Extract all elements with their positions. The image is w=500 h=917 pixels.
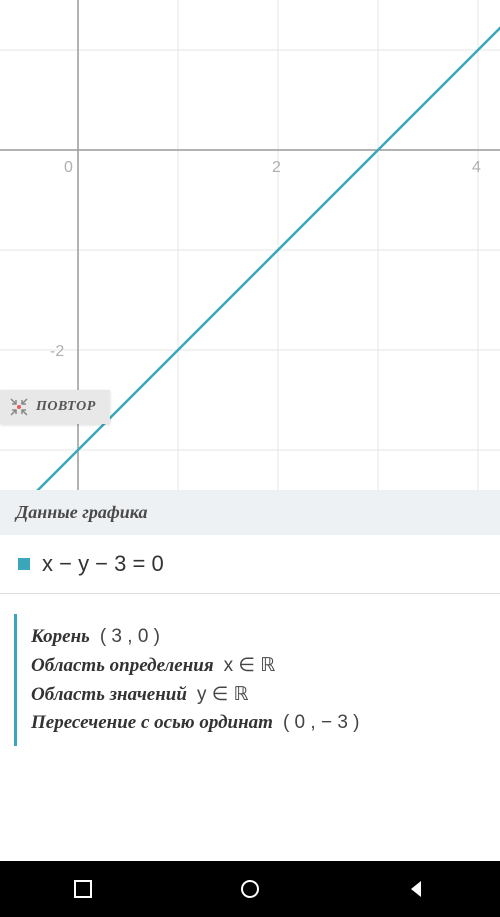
back-icon bbox=[407, 879, 427, 899]
property-value: x ∈ ℝ bbox=[224, 654, 276, 677]
nav-home-button[interactable] bbox=[225, 869, 275, 909]
contract-arrows-icon bbox=[10, 398, 28, 416]
repeat-button-label: ПОВТОР bbox=[36, 399, 96, 415]
graph-data-header: Данные графика bbox=[0, 490, 500, 535]
nav-back-button[interactable] bbox=[392, 869, 442, 909]
android-nav-bar bbox=[0, 861, 500, 917]
equation-text: x − y − 3 = 0 bbox=[42, 551, 164, 577]
chart-area[interactable]: 0 2 4 -2 ПОВТОР bbox=[0, 0, 500, 490]
recent-apps-icon bbox=[73, 879, 93, 899]
property-label: Корень bbox=[31, 626, 90, 648]
svg-text:2: 2 bbox=[272, 159, 281, 176]
property-row: Область значений y ∈ ℝ bbox=[31, 683, 490, 706]
property-row: Корень ( 3 , 0 ) bbox=[31, 626, 490, 648]
property-value: y ∈ ℝ bbox=[197, 683, 249, 706]
svg-text:0: 0 bbox=[64, 159, 73, 176]
svg-text:-2: -2 bbox=[50, 343, 64, 360]
equation-color-swatch bbox=[18, 558, 30, 570]
property-label: Область определения bbox=[31, 655, 214, 677]
svg-text:4: 4 bbox=[472, 159, 481, 176]
repeat-button[interactable]: ПОВТОР bbox=[0, 390, 110, 424]
properties-panel: Корень( 3 , 0 )Область определенияx ∈ ℝО… bbox=[14, 614, 490, 746]
property-label: Пересечение с осью ординат bbox=[31, 712, 273, 734]
property-row: Пересечение с осью ординат ( 0 , − 3 ) bbox=[31, 712, 490, 734]
home-icon bbox=[239, 878, 261, 900]
property-row: Область определения x ∈ ℝ bbox=[31, 654, 490, 677]
property-label: Область значений bbox=[31, 684, 187, 706]
property-value: ( 3 , 0 ) bbox=[100, 626, 160, 648]
property-value: ( 0 , − 3 ) bbox=[283, 712, 360, 734]
nav-recent-button[interactable] bbox=[58, 869, 108, 909]
equation-row[interactable]: x − y − 3 = 0 bbox=[0, 535, 500, 594]
